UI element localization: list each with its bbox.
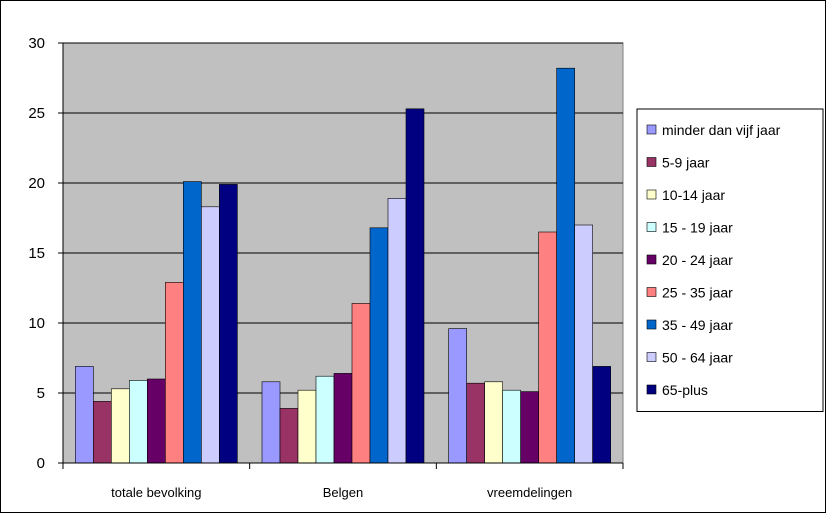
- bar: [201, 206, 220, 464]
- y-tick-label: 25: [28, 105, 45, 122]
- x-category-label: totale bevolking: [111, 485, 201, 500]
- bar: [369, 227, 389, 464]
- y-tick-label: 0: [37, 455, 45, 472]
- legend-label: 15 - 19 jaar: [662, 220, 733, 236]
- legend-label: 20 - 24 jaar: [662, 252, 733, 268]
- legend-label: 65-plus: [662, 382, 708, 398]
- legend: [636, 108, 824, 412]
- bar: [466, 382, 485, 464]
- bar: [448, 328, 467, 464]
- bar: [574, 224, 593, 464]
- bar: [183, 181, 202, 464]
- bar: [502, 389, 521, 464]
- legend-swatch: [646, 287, 657, 297]
- legend-swatch: [646, 384, 657, 395]
- y-tick-label: 30: [28, 35, 45, 52]
- bar: [129, 380, 148, 464]
- legend-swatch: [646, 189, 657, 200]
- legend-swatch: [646, 319, 657, 330]
- x-category-label: vreemdelingen: [487, 485, 572, 500]
- bar: [297, 389, 317, 464]
- bar: [592, 366, 611, 464]
- bar: [387, 198, 407, 464]
- bar: [279, 408, 299, 464]
- legend-swatch: [646, 124, 657, 135]
- bar: [165, 282, 184, 464]
- y-tick-label: 5: [37, 385, 45, 402]
- y-tick-label: 20: [28, 175, 45, 192]
- legend-label: 25 - 35 jaar: [662, 285, 733, 301]
- bar: [484, 381, 503, 464]
- legend-label: 50 - 64 jaar: [662, 350, 733, 366]
- bar: [333, 373, 353, 464]
- bar: [111, 388, 130, 464]
- bar: [538, 231, 557, 464]
- bar: [93, 401, 112, 464]
- bar: [261, 381, 281, 464]
- bar: [556, 67, 575, 464]
- y-tick-label: 10: [28, 315, 45, 332]
- legend-label: 35 - 49 jaar: [662, 317, 733, 333]
- legend-label: minder dan vijf jaar: [662, 122, 781, 138]
- legend-swatch: [646, 352, 657, 362]
- legend-swatch: [646, 157, 657, 167]
- legend-swatch: [646, 254, 657, 265]
- x-category-label: Belgen: [323, 485, 363, 500]
- bar: [147, 378, 166, 464]
- bar: [351, 303, 371, 464]
- bar: [315, 375, 335, 464]
- y-tick-label: 15: [28, 245, 45, 262]
- legend-swatch: [646, 222, 657, 232]
- bar: [75, 366, 94, 464]
- legend-label: 10-14 jaar: [662, 187, 725, 203]
- bar: [405, 108, 425, 464]
- bar: [520, 391, 539, 464]
- bar: [219, 184, 238, 464]
- legend-label: 5-9 jaar: [662, 155, 710, 171]
